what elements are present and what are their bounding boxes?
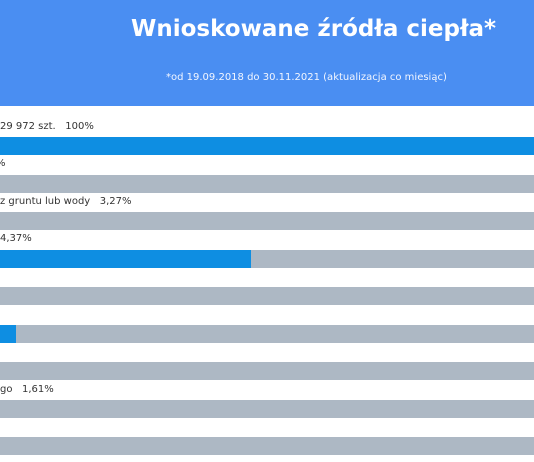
header: Wnioskowane źródła ciepła* *od 19.09.201…: [0, 0, 534, 106]
row-label: 29 972 szt. 100%: [0, 121, 94, 132]
row-label: z gruntu lub wody 3,27%: [0, 196, 132, 207]
bar: [0, 212, 534, 230]
row-label: go 1,61%: [0, 384, 54, 395]
subtitle: *od 19.09.2018 do 30.11.2021 (aktualizac…: [166, 72, 447, 83]
bar: [0, 250, 534, 268]
bar: [0, 325, 534, 343]
bar: [0, 400, 534, 418]
bar: [0, 362, 534, 380]
bar: [0, 175, 534, 193]
row-label: 4,37%: [0, 233, 32, 244]
row-label: %: [0, 158, 6, 169]
bar-fill: [0, 137, 534, 155]
bar: [0, 137, 534, 155]
title: Wnioskowane źródła ciepła*: [131, 16, 497, 42]
bar: [0, 287, 534, 305]
bar-fill: [0, 325, 16, 343]
bar: [0, 437, 534, 455]
bar-fill: [0, 250, 251, 268]
